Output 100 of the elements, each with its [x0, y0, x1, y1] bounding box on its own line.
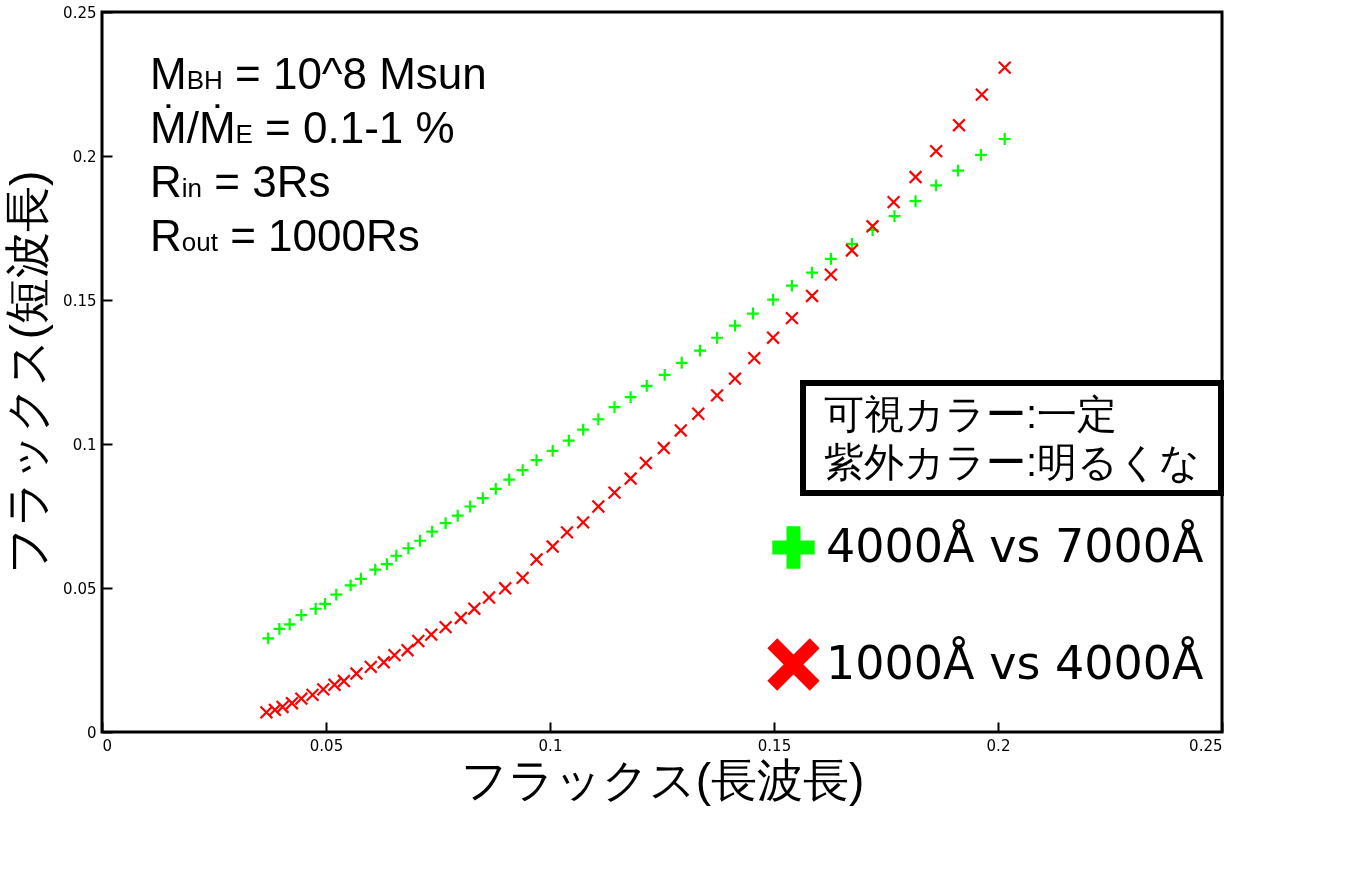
legend-label: 4000Å vs 7000Å	[826, 518, 1205, 573]
point	[272, 621, 287, 636]
point	[639, 378, 654, 393]
point	[267, 702, 282, 717]
point	[823, 251, 838, 266]
point	[425, 524, 440, 539]
point	[805, 288, 820, 303]
point	[467, 601, 482, 616]
point	[844, 243, 859, 258]
point	[368, 562, 383, 577]
point	[623, 390, 638, 405]
point	[343, 578, 358, 593]
point	[745, 306, 760, 321]
point	[529, 453, 544, 468]
point	[865, 219, 880, 234]
point	[318, 596, 333, 611]
point	[728, 318, 743, 333]
point	[591, 412, 606, 427]
point	[545, 443, 560, 458]
y-tick-label: 0.2	[72, 147, 97, 166]
annotation: 紫外カラー:明るくな	[824, 439, 1201, 486]
x-tick-label: 0.15	[757, 736, 792, 755]
point	[379, 557, 394, 572]
y-tick-label: 0.05	[63, 579, 97, 598]
point	[929, 144, 944, 159]
annotation: 可視カラー:一定	[824, 391, 1119, 438]
x-tick-label: 0.2	[986, 736, 1011, 755]
point	[545, 539, 560, 554]
point	[638, 455, 653, 471]
point	[952, 118, 967, 133]
point	[515, 570, 530, 585]
y-tick-label: 0	[86, 723, 97, 742]
point	[693, 343, 708, 358]
point	[951, 163, 966, 178]
point	[261, 631, 276, 646]
point	[844, 236, 859, 251]
point	[657, 367, 672, 382]
point	[336, 674, 351, 689]
point	[294, 608, 309, 623]
point	[529, 552, 544, 567]
point	[997, 60, 1012, 75]
point	[411, 633, 426, 649]
x-tick-label: 0.05	[309, 736, 344, 755]
point	[349, 666, 364, 681]
point	[329, 587, 344, 602]
point	[401, 541, 416, 556]
point	[710, 330, 725, 345]
point	[353, 571, 368, 586]
point	[929, 178, 944, 193]
point	[576, 422, 591, 437]
point	[389, 548, 404, 563]
point	[887, 209, 902, 224]
point	[463, 499, 478, 514]
point	[728, 371, 743, 386]
point	[908, 170, 923, 185]
x-tick-label: 0.25	[1189, 736, 1223, 755]
point	[747, 351, 762, 366]
point	[488, 481, 503, 496]
point	[327, 677, 342, 692]
point	[438, 620, 453, 635]
point	[400, 643, 415, 658]
point	[997, 131, 1012, 147]
y-tick-label: 0.25	[63, 3, 97, 22]
point	[591, 499, 606, 514]
point	[691, 406, 706, 421]
point	[502, 472, 517, 487]
point	[823, 267, 838, 282]
point	[316, 682, 331, 697]
point	[275, 699, 290, 714]
point	[284, 696, 299, 711]
point	[784, 278, 799, 293]
point	[376, 655, 391, 670]
point	[805, 265, 820, 280]
point	[424, 627, 439, 642]
point	[515, 463, 530, 478]
point	[576, 515, 591, 530]
point	[974, 87, 989, 102]
point	[438, 516, 453, 531]
point	[710, 388, 725, 403]
point	[413, 533, 428, 548]
point	[561, 433, 576, 448]
point	[973, 147, 988, 162]
point	[886, 195, 901, 210]
legend-label: 1000Å vs 4000Å	[826, 635, 1205, 690]
x-tick-label: 0.1	[538, 736, 563, 755]
point	[308, 601, 323, 616]
x-tick-label: 0	[102, 736, 113, 755]
point	[387, 648, 402, 663]
point	[623, 471, 638, 486]
point	[607, 400, 622, 415]
point	[784, 311, 799, 326]
point	[363, 659, 378, 674]
x-axis-title: フラックス(長波長)	[460, 753, 865, 806]
point	[674, 355, 689, 370]
y-tick-label: 0.1	[72, 435, 97, 454]
point	[607, 485, 622, 500]
point	[498, 581, 513, 596]
point	[475, 491, 490, 506]
point	[450, 508, 465, 523]
point	[766, 292, 781, 307]
